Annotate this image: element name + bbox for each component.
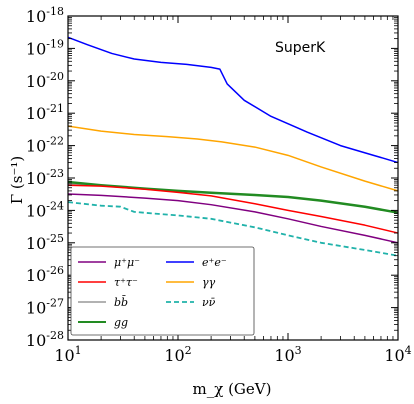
axes-layer: 101 102 103 104 10-18 10-19 10-20 10-21 10-22 10-…: [26, 5, 412, 365]
legend-label: νν̄: [202, 296, 216, 309]
legend-label: bb̄: [114, 296, 128, 309]
y-tick-label: 10-18: [26, 5, 64, 26]
x-tick-label: 104: [384, 344, 411, 365]
legend-box: [70, 246, 255, 336]
y-tick-label: 10-28: [26, 329, 64, 350]
y-tick-label: 10-24: [26, 199, 64, 220]
chart-annotation: SuperK: [275, 40, 326, 56]
x-tick-label: 103: [274, 344, 301, 365]
series-layer: [67, 36, 399, 257]
series-line: [67, 201, 399, 257]
legend: μ⁺μ⁻ e⁺e⁻ τ⁺τ⁻ γγ bb̄ νν̄ gg: [70, 246, 255, 336]
x-tick-label: 101: [54, 344, 81, 365]
y-tick-label: 10-21: [26, 102, 64, 123]
y-tick-label: 10-19: [26, 37, 64, 58]
series-line: [67, 193, 399, 244]
series-line: [67, 184, 399, 234]
y-axis-label: Γ (s⁻¹): [8, 156, 26, 205]
series-line: [67, 180, 399, 214]
legend-label: γγ: [202, 276, 216, 289]
y-tick-label: 10-20: [26, 70, 64, 91]
y-tick-label: 10-26: [26, 264, 64, 285]
series-line: [67, 125, 399, 192]
legend-label: μ⁺μ⁻: [114, 256, 140, 269]
legend-label: e⁺e⁻: [202, 256, 227, 269]
legend-label: τ⁺τ⁻: [114, 276, 138, 289]
x-tick-label: 102: [164, 344, 191, 365]
x-axis-label: m_χ (GeV): [193, 380, 272, 398]
y-tick-label: 10-22: [26, 135, 64, 156]
y-tick-label: 10-23: [26, 167, 64, 188]
legend-label: gg: [114, 316, 128, 329]
y-tick-label: 10-25: [26, 232, 64, 253]
y-tick-label: 10-27: [26, 297, 64, 318]
series-line: [67, 36, 399, 164]
